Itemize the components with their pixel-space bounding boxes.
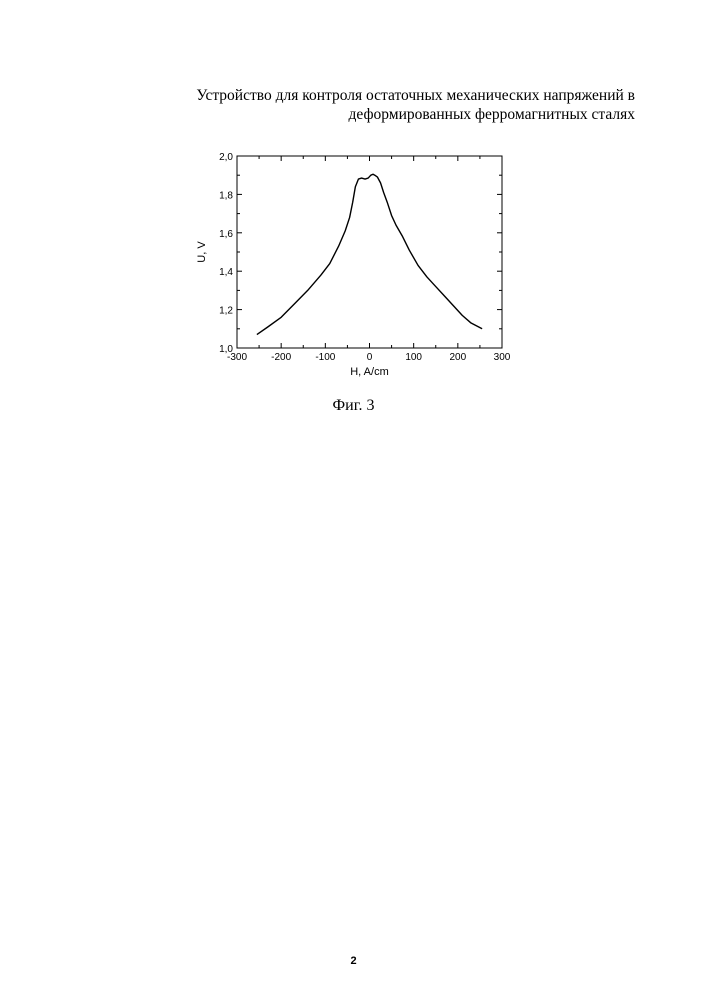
chart-frame	[237, 156, 502, 348]
y-tick-label: 1,0	[219, 344, 233, 355]
x-tick-label: -200	[271, 352, 291, 363]
document-title-line-2: деформированных ферромагнитных сталях	[75, 105, 635, 124]
document-title: Устройство для контроля остаточных механ…	[75, 86, 635, 124]
chart-plot-area: -300-200-10001002003001,01,21,41,61,82,0…	[196, 152, 511, 378]
y-tick-label: 2,0	[219, 152, 233, 163]
chart: -300-200-10001002003001,01,21,41,61,82,0…	[180, 140, 540, 390]
x-tick-label: 200	[449, 352, 466, 363]
y-tick-label: 1,2	[219, 306, 233, 317]
series-line	[257, 174, 482, 334]
y-tick-label: 1,4	[219, 267, 233, 278]
x-axis-label: H, A/cm	[350, 366, 389, 378]
page-number: 2	[0, 955, 707, 967]
y-tick-label: 1,6	[219, 229, 233, 240]
y-axis-label: U, V	[196, 241, 208, 263]
figure-caption: Фиг. 3	[0, 397, 707, 415]
x-tick-label: 100	[405, 352, 422, 363]
document-title-line-1: Устройство для контроля остаточных механ…	[75, 86, 635, 105]
x-tick-label: 300	[494, 352, 511, 363]
x-tick-label: -100	[315, 352, 335, 363]
y-tick-label: 1,8	[219, 190, 233, 201]
x-tick-label: 0	[367, 352, 373, 363]
